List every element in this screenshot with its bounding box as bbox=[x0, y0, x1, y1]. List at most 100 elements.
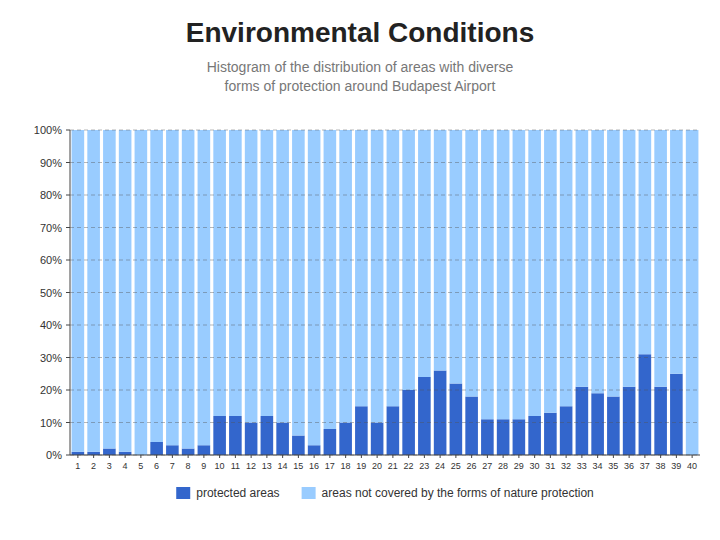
x-tick bbox=[156, 455, 157, 458]
bar-segment bbox=[72, 130, 85, 452]
x-tick-label: 30 bbox=[530, 461, 540, 471]
grid-line bbox=[70, 357, 700, 358]
bar-segment bbox=[670, 130, 683, 374]
bar-segment bbox=[481, 130, 494, 419]
x-tick bbox=[329, 455, 330, 458]
x-tick bbox=[235, 455, 236, 458]
x-tick bbox=[550, 455, 551, 458]
x-axis-line bbox=[70, 455, 700, 456]
x-tick-label: 9 bbox=[201, 461, 206, 471]
bar-segment bbox=[387, 130, 400, 406]
x-tick bbox=[660, 455, 661, 458]
bar-segment bbox=[213, 130, 226, 416]
bar-segment bbox=[213, 416, 226, 455]
x-tick-label: 11 bbox=[231, 461, 240, 471]
y-tick bbox=[66, 325, 70, 326]
bar-segment bbox=[245, 423, 258, 456]
legend-label: areas not covered by the forms of nature… bbox=[322, 486, 594, 500]
bar-segment bbox=[623, 130, 636, 387]
x-tick-label: 16 bbox=[309, 461, 319, 471]
x-tick-label: 10 bbox=[215, 461, 225, 471]
x-tick bbox=[629, 455, 630, 458]
grid-line bbox=[70, 130, 700, 131]
legend-swatch bbox=[176, 487, 190, 499]
bar-segment bbox=[182, 130, 195, 449]
bar-segment bbox=[103, 130, 116, 449]
x-tick bbox=[77, 455, 78, 458]
bar-segment bbox=[229, 130, 242, 416]
title: Environmental Conditions bbox=[186, 17, 534, 48]
x-tick-label: 24 bbox=[435, 461, 445, 471]
x-tick bbox=[93, 455, 94, 458]
x-tick-label: 5 bbox=[138, 461, 143, 471]
subtitle: Histogram of the distribution of areas w… bbox=[207, 59, 514, 94]
x-tick-label: 2 bbox=[91, 461, 96, 471]
bar-segment bbox=[418, 377, 431, 455]
bar-segment bbox=[607, 397, 620, 456]
bar-segment bbox=[670, 374, 683, 455]
x-tick bbox=[219, 455, 220, 458]
bar-segment bbox=[339, 423, 352, 456]
y-tick-label: 80% bbox=[40, 189, 62, 201]
bar-segment bbox=[528, 130, 541, 416]
bar-segment bbox=[245, 130, 258, 423]
bar-segment bbox=[308, 130, 321, 445]
bar-segment bbox=[198, 130, 211, 445]
bar-segment bbox=[119, 130, 132, 452]
x-tick-label: 34 bbox=[593, 461, 603, 471]
bar-segment bbox=[576, 130, 589, 387]
bar-segment bbox=[591, 130, 604, 393]
y-tick-label: 10% bbox=[40, 417, 62, 429]
y-tick-label: 0% bbox=[46, 449, 62, 461]
grid-line bbox=[70, 455, 700, 456]
y-tick bbox=[66, 195, 70, 196]
bar-segment bbox=[450, 130, 463, 384]
bar-segment bbox=[308, 445, 321, 455]
x-tick bbox=[581, 455, 582, 458]
x-tick bbox=[644, 455, 645, 458]
x-tick bbox=[676, 455, 677, 458]
y-tick bbox=[66, 292, 70, 293]
y-tick-label: 30% bbox=[40, 352, 62, 364]
bar-segment bbox=[339, 130, 352, 423]
legend: protected areas areas not covered by the … bbox=[176, 486, 594, 500]
x-tick bbox=[503, 455, 504, 458]
bar-segment bbox=[355, 130, 368, 406]
grid-line bbox=[70, 260, 700, 261]
grid-line bbox=[70, 227, 700, 228]
chart-root: Environmental Conditions Histogram of the… bbox=[0, 0, 720, 540]
x-axis: 1234567891011121314151617181920212223242… bbox=[70, 455, 700, 471]
x-tick bbox=[597, 455, 598, 458]
x-tick bbox=[613, 455, 614, 458]
bar-segment bbox=[607, 130, 620, 397]
bar-segment bbox=[654, 130, 667, 387]
bar-segment bbox=[497, 130, 510, 419]
x-tick-label: 12 bbox=[246, 461, 256, 471]
x-tick bbox=[345, 455, 346, 458]
bar-segment bbox=[450, 384, 463, 456]
y-tick-label: 100% bbox=[34, 124, 62, 136]
bar-segment bbox=[576, 387, 589, 455]
bar-segment bbox=[355, 406, 368, 455]
x-tick-label: 31 bbox=[545, 461, 555, 471]
bar-segment bbox=[513, 419, 526, 455]
bar-segment bbox=[371, 423, 384, 456]
x-tick-label: 17 bbox=[325, 461, 335, 471]
bar-segment bbox=[261, 130, 274, 416]
bar-segment bbox=[591, 393, 604, 455]
x-tick-label: 4 bbox=[123, 461, 128, 471]
x-tick-label: 23 bbox=[419, 461, 429, 471]
bar-segment bbox=[371, 130, 384, 423]
legend-item: protected areas bbox=[176, 486, 279, 500]
x-tick bbox=[314, 455, 315, 458]
bar-segment bbox=[654, 387, 667, 455]
bar-segment bbox=[544, 413, 557, 455]
x-tick bbox=[172, 455, 173, 458]
grid-line bbox=[70, 195, 700, 196]
x-tick-label: 38 bbox=[656, 461, 666, 471]
y-axis: 0%10%20%30%40%50%60%70%80%90%100% bbox=[34, 124, 70, 461]
x-tick bbox=[518, 455, 519, 458]
y-tick bbox=[66, 227, 70, 228]
bar-segment bbox=[465, 130, 478, 397]
x-tick-label: 7 bbox=[170, 461, 175, 471]
